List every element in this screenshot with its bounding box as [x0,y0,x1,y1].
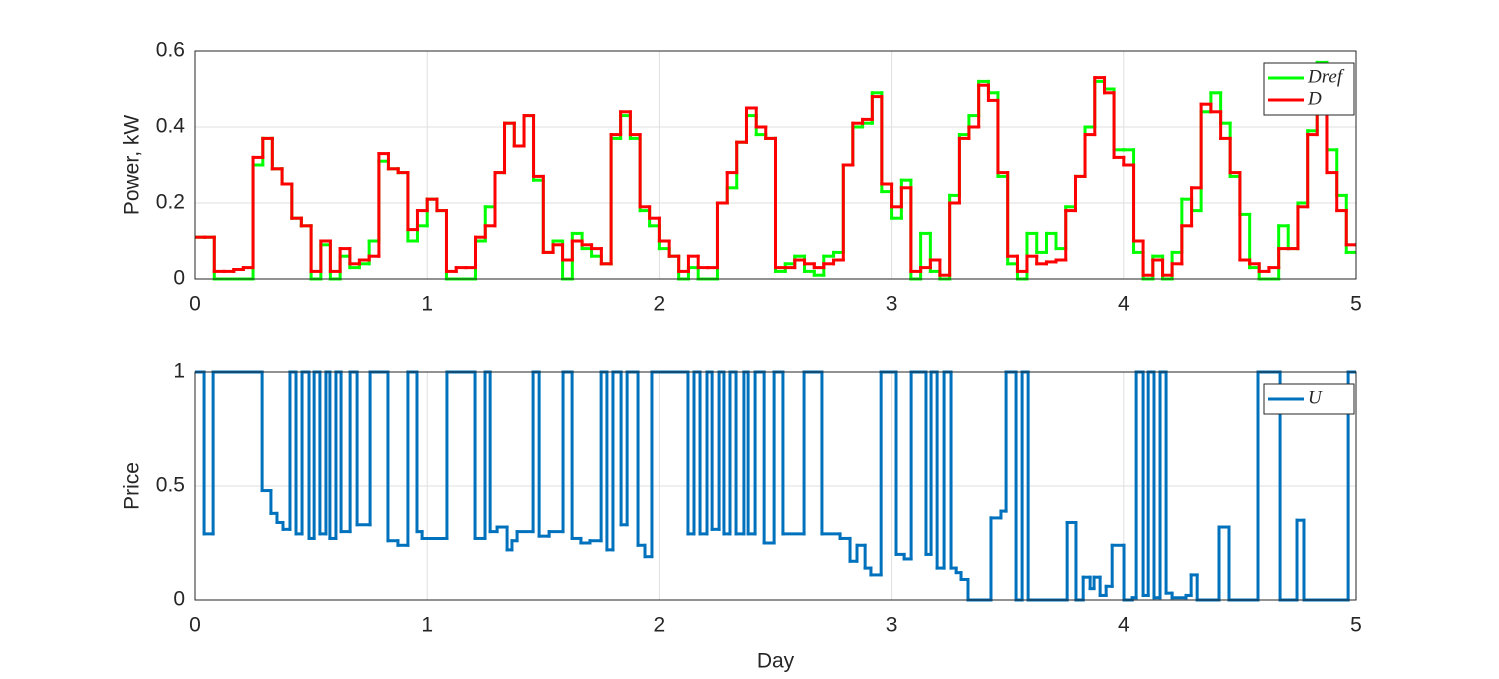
y-tick-label: 0.4 [156,115,186,138]
x-tick-label: 3 [886,614,898,637]
y-tick-label: 0.5 [156,474,185,497]
legend-label: D [1307,88,1322,109]
legend-label: Dref [1307,66,1345,87]
x-tick-label: 4 [1118,614,1130,637]
y-tick-label: 0 [173,267,185,290]
y-tick-label: 0.6 [156,39,185,62]
x-tick-label: 5 [1350,614,1362,637]
x-axis-label: Day [757,650,795,673]
y-tick-label: 0 [173,588,185,611]
x-tick-label: 2 [654,293,666,316]
x-tick-label: 1 [421,293,433,316]
y-axis-label: Power, kW [121,115,144,216]
axes-box [194,371,1357,601]
plot-lines [195,60,1356,281]
legend-label: U [1308,387,1323,408]
x-tick-label: 5 [1350,293,1362,316]
axes-box [194,50,1357,280]
x-tick-label: 4 [1118,293,1130,316]
x-tick-label: 2 [654,614,666,637]
legend-box [1263,62,1355,116]
x-tick-label: 0 [189,293,201,316]
y-tick-label: 1 [173,360,185,383]
x-tick-label: 0 [189,614,201,637]
y-tick-label: 0.2 [156,191,185,214]
x-tick-label: 3 [886,293,898,316]
x-tick-label: 1 [421,614,433,637]
y-axis-label: Price [121,462,144,510]
